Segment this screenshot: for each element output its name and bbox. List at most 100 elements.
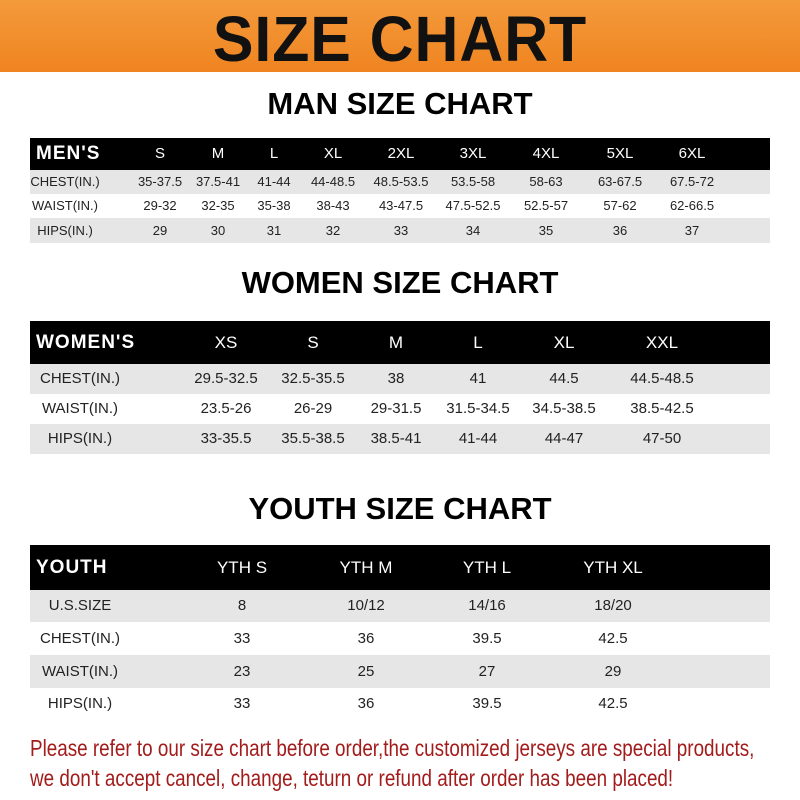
order-notice: Please refer to our size chart before or…: [30, 733, 755, 793]
size-header: XL: [323, 145, 343, 162]
table-cell: 36: [357, 630, 375, 647]
size-header: YTH L: [462, 558, 512, 577]
table-cell: 27: [478, 663, 496, 680]
table-cell: 63-67.5: [597, 174, 643, 189]
table-cell: 29: [604, 663, 622, 680]
table-cell: 30: [210, 223, 226, 238]
row-label: HIPS(IN.): [47, 695, 113, 712]
women-section-title: WOMEN SIZE CHART: [241, 265, 559, 300]
table-row: HIPS(IN.) 29 30 31 32 33 34 35 36 37: [30, 218, 770, 243]
table-cell: 52.5-57: [523, 198, 569, 213]
women-header-row: WOMEN'S XS S M L XL XXL: [30, 321, 770, 364]
size-header: 3XL: [459, 145, 487, 162]
size-header: 4XL: [532, 145, 560, 162]
size-header: YTH XL: [583, 558, 643, 577]
title-banner: SIZE CHART: [0, 0, 800, 75]
table-cell: 31.5-34.5: [446, 400, 510, 417]
size-header: S: [307, 333, 319, 352]
table-cell: 29-32: [143, 198, 177, 213]
table-cell: 47-50: [642, 430, 682, 447]
table-cell: 33: [393, 223, 409, 238]
table-cell: 48.5-53.5: [373, 174, 429, 189]
table-cell: 39.5: [472, 630, 502, 647]
table-cell: 43-47.5: [378, 198, 424, 213]
table-cell: 34.5-38.5: [532, 400, 596, 417]
size-header: XS: [214, 333, 238, 352]
row-label: U.S.SIZE: [48, 597, 112, 614]
table-cell: 38.5-42.5: [630, 400, 694, 417]
row-label: HIPS(IN.): [37, 223, 93, 238]
table-cell: 33: [233, 695, 251, 712]
table-cell: 32-35: [201, 198, 235, 213]
table-row: WAIST(IN.) 23 25 27 29: [30, 655, 770, 688]
size-header: S: [154, 145, 166, 162]
table-cell: 36: [612, 223, 628, 238]
table-cell: 23.5-26: [200, 400, 252, 417]
table-cell: 35: [538, 223, 554, 238]
table-row: CHEST(IN.) 35-37.5 37.5-41 41-44 44-48.5 48.5…: [30, 170, 770, 194]
table-cell: 44-48.5: [310, 174, 356, 189]
table-cell: 34: [465, 223, 481, 238]
size-header: YTH S: [216, 558, 268, 577]
table-cell: 32: [325, 223, 341, 238]
table-cell: 57-62: [603, 198, 637, 213]
table-cell: 42.5: [598, 630, 628, 647]
table-cell: 31: [266, 223, 282, 238]
table-row: WAIST(IN.) 23.5-26 26-29 29-31.5 31.5-34.5 34…: [30, 394, 770, 424]
size-header: YTH M: [339, 558, 393, 577]
row-label: CHEST(IN.): [40, 370, 120, 387]
table-cell: 58-63: [529, 174, 563, 189]
size-header: 5XL: [606, 145, 634, 162]
table-label: MEN'S: [36, 143, 101, 164]
table-cell: 35-37.5: [137, 174, 183, 189]
row-label: HIPS(IN.): [47, 430, 113, 447]
table-cell: 47.5-52.5: [445, 198, 501, 213]
size-header: 2XL: [387, 145, 415, 162]
table-cell: 26-29: [293, 400, 333, 417]
table-label: YOUTH: [36, 557, 108, 578]
table-cell: 41-44: [257, 174, 291, 189]
table-cell: 18/20: [594, 597, 632, 614]
youth-section-title: YOUTH SIZE CHART: [248, 491, 552, 526]
table-cell: 41-44: [458, 430, 498, 447]
size-header: L: [473, 333, 483, 352]
size-header: M: [388, 333, 404, 352]
row-label: CHEST(IN.): [30, 174, 100, 189]
men-header-row: MEN'S S M L XL 2XL 3XL 4XL 5XL 6XL: [30, 138, 770, 170]
row-label: WAIST(IN.): [41, 400, 119, 417]
notice-line-2: we don't accept cancel, change, teturn o…: [30, 765, 674, 791]
table-cell: 29: [152, 223, 168, 238]
table-cell: 37.5-41: [195, 174, 241, 189]
table-cell: 38.5-41: [370, 430, 422, 447]
table-cell: 25: [357, 663, 375, 680]
table-cell: 38-43: [316, 198, 350, 213]
table-row: HIPS(IN.) 33-35.5 35.5-38.5 38.5-41 41-44 44-…: [30, 424, 770, 454]
table-cell: 29-31.5: [370, 400, 422, 417]
table-row: CHEST(IN.) 29.5-32.5 32.5-35.5 38 41 44.5 44.5…: [30, 364, 770, 394]
table-row: CHEST(IN.) 33 36 39.5 42.5: [30, 622, 770, 655]
table-cell: 14/16: [468, 597, 506, 614]
size-header: 6XL: [678, 145, 706, 162]
table-cell: 29.5-32.5: [194, 370, 258, 387]
page-title: SIZE CHART: [212, 3, 588, 75]
table-cell: 44.5: [549, 370, 579, 387]
notice-line-1: Please refer to our size chart before or…: [30, 735, 755, 761]
table-row: HIPS(IN.) 33 36 39.5 42.5: [30, 688, 770, 720]
table-row: U.S.SIZE 8 10/12 14/16 18/20: [30, 590, 770, 622]
table-cell: 32.5-35.5: [281, 370, 345, 387]
table-cell: 8: [237, 597, 247, 614]
table-cell: 62-66.5: [669, 198, 715, 213]
table-cell: 37: [684, 223, 700, 238]
row-label: WAIST(IN.): [32, 198, 98, 213]
table-cell: 35-38: [257, 198, 291, 213]
table-cell: 35.5-38.5: [281, 430, 345, 447]
table-cell: 39.5: [472, 695, 502, 712]
table-row: WAIST(IN.) 29-32 32-35 35-38 38-43 43-47.5 47.…: [30, 194, 770, 218]
size-header: XXL: [645, 333, 679, 352]
size-header: L: [269, 145, 279, 162]
row-label: WAIST(IN.): [41, 663, 119, 680]
table-cell: 10/12: [347, 597, 385, 614]
table-cell: 53.5-58: [450, 174, 496, 189]
row-label: CHEST(IN.): [40, 630, 120, 647]
table-cell: 41: [469, 370, 487, 387]
